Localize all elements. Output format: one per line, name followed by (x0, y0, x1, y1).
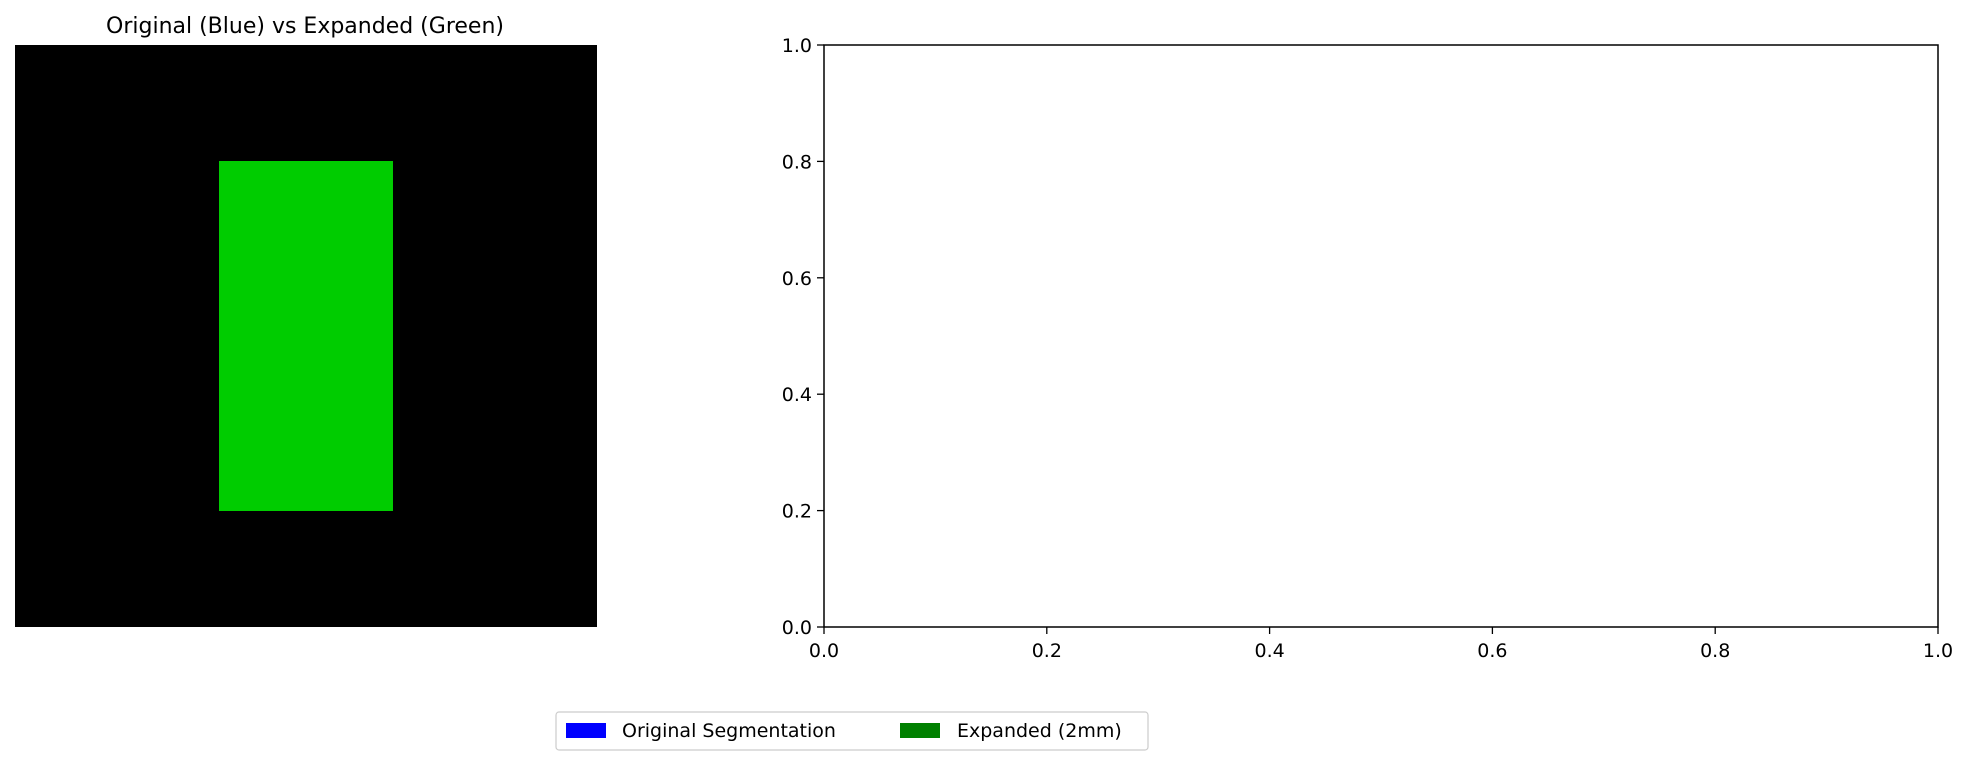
axes-frame (823, 44, 1939, 628)
y-tick-label: 0.0 (782, 617, 812, 639)
x-tick-label: 0.0 (809, 640, 839, 662)
y-tick-label: 0.8 (782, 151, 812, 173)
legend-swatch-original (566, 723, 606, 738)
legend-swatch-expanded (900, 723, 940, 738)
y-axis-ticks: 0.0 0.2 0.4 0.6 0.8 1.0 (782, 35, 824, 639)
x-tick-label: 1.0 (1923, 640, 1953, 662)
legend-frame (555, 711, 1149, 751)
image-panel-title: Original (Blue) vs Expanded (Green) (106, 14, 504, 39)
x-tick-label: 0.2 (1032, 640, 1062, 662)
legend-label-original: Original Segmentation (622, 720, 836, 742)
y-tick-label: 0.2 (782, 501, 812, 523)
legend-entry-original: Original Segmentation (566, 720, 836, 742)
y-tick-label: 0.6 (782, 268, 812, 290)
legend: Original Segmentation Expanded (2mm) (555, 711, 1149, 751)
y-tick-label: 0.4 (782, 384, 812, 406)
x-tick-label: 0.8 (1700, 640, 1730, 662)
x-axis-ticks: 0.0 0.2 0.4 0.6 0.8 1.0 (809, 627, 1953, 662)
expanded-segmentation-region (219, 161, 393, 511)
empty-axes: 0.0 0.2 0.4 0.6 0.8 1.0 0.0 0.2 0.4 0.6 0.8 1.0 (782, 35, 1953, 662)
y-tick-label: 1.0 (782, 35, 812, 57)
legend-label-expanded: Expanded (2mm) (957, 720, 1122, 742)
x-tick-label: 0.4 (1254, 640, 1284, 662)
legend-entry-expanded: Expanded (2mm) (900, 720, 1122, 742)
x-tick-label: 0.6 (1477, 640, 1507, 662)
